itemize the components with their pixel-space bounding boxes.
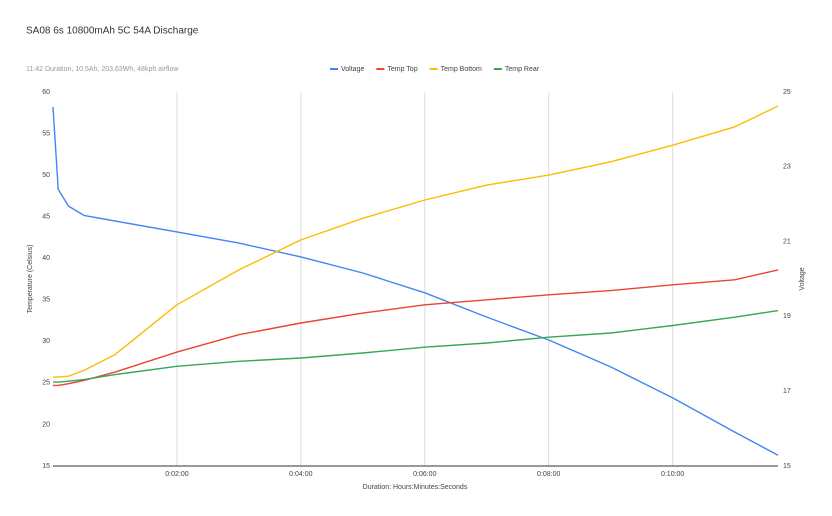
- y-tick-label: 15: [42, 463, 50, 470]
- y-tick-label: 25: [42, 380, 50, 387]
- y2-tick-label: 19: [783, 313, 791, 320]
- x-tick-label: 0:04:00: [289, 471, 312, 478]
- y-tick-label: 60: [42, 89, 50, 96]
- y-axis-title: Temperature (Celsius): [27, 245, 34, 314]
- y2-tick-label: 15: [783, 463, 791, 470]
- y-tick-label: 45: [42, 214, 50, 221]
- x-tick-label: 0:06:00: [413, 471, 436, 478]
- y-tick-label: 50: [42, 172, 50, 179]
- y2-tick-label: 17: [783, 388, 791, 395]
- legend-label: Temp Top: [387, 66, 417, 73]
- series-line: [53, 269, 779, 387]
- series-line: [53, 309, 779, 383]
- x-axis-title: Duration: Hours:Minutes:Seconds: [363, 484, 468, 491]
- x-tick-label: 0:02:00: [165, 471, 188, 478]
- y-tick-label: 40: [42, 255, 50, 262]
- y-tick-label: 30: [42, 338, 50, 345]
- y2-axis-title: Voltage: [799, 267, 806, 290]
- x-tick-label: 0:08:00: [537, 471, 560, 478]
- y2-tick-label: 21: [783, 238, 791, 245]
- series-line: [52, 106, 779, 456]
- legend-label: Temp Bottom: [441, 66, 482, 73]
- x-tick-label: 0:10:00: [661, 471, 684, 478]
- series-line: [53, 105, 779, 378]
- y2-tick-label: 25: [783, 89, 791, 96]
- legend-label: Voltage: [341, 66, 364, 73]
- y-tick-label: 55: [42, 130, 50, 137]
- y-tick-label: 35: [42, 297, 50, 304]
- y-tick-label: 20: [42, 421, 50, 428]
- y2-tick-label: 23: [783, 164, 791, 171]
- chart-title: SA08 6s 10800mAh 5C 54A Discharge: [26, 26, 199, 37]
- legend-label: Temp Rear: [505, 66, 540, 73]
- chart-subtitle: 11:42 Duration, 10.5Ah, 203.63Wh, 48kph …: [26, 66, 179, 73]
